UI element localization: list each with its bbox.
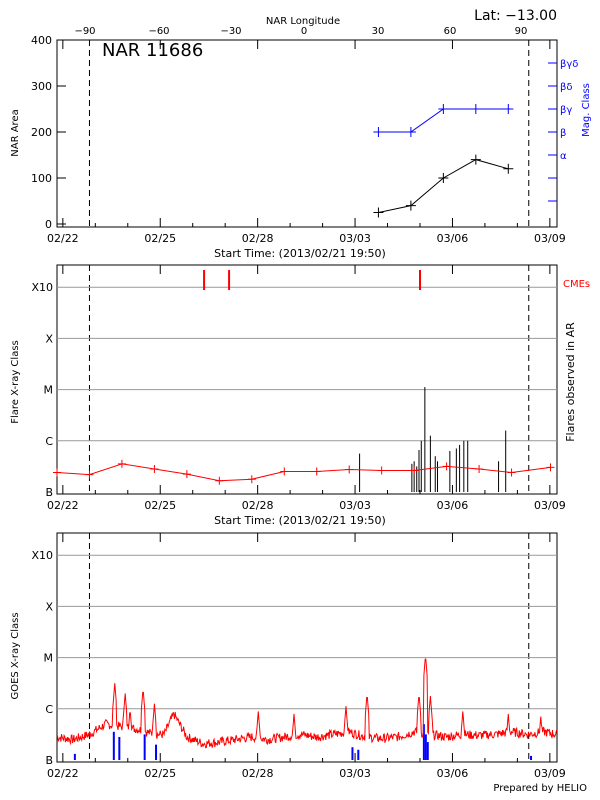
background-point (507, 468, 516, 477)
p3-xtick-label: 02/22 (47, 767, 79, 780)
region-label: NAR 11686 (102, 40, 203, 61)
p1-xtick-label: 02/22 (47, 232, 79, 245)
background-point (215, 476, 224, 485)
p2-class-label: B (45, 486, 53, 499)
p1-mag-class-label: βγδ (560, 59, 578, 70)
p2-xtick-label: 02/22 (47, 499, 79, 512)
lon-tick-labels: −90 −60 −30 0 30 60 90 (74, 26, 527, 37)
p2-xtick-label: 02/25 (144, 499, 176, 512)
background-point (345, 465, 354, 474)
panel3-ylabel: GOES X-ray Class (10, 612, 21, 699)
area-point (438, 173, 449, 183)
p3-xtick-label: 03/06 (437, 767, 469, 780)
goes-flux-panel: 02/22 02/25 02/28 03/03 03/06 03/09 B C M X X10 (31, 532, 566, 780)
background-point (85, 470, 94, 479)
background-point (546, 463, 555, 472)
p3-class-label: X10 (31, 549, 53, 562)
p2-frame (56, 264, 558, 495)
flare-class-panel: 02/22 02/25 02/28 03/03 03/06 03/09 B C M X X10 (31, 264, 566, 512)
panel1-ylabel: NAR Area (10, 109, 21, 156)
p1-xtick-label: 03/06 (437, 232, 469, 245)
area-point (405, 200, 416, 211)
background-point (475, 464, 484, 473)
p1-xtick-label: 02/25 (144, 232, 176, 245)
background-point (247, 475, 256, 484)
p3-class-label: X (45, 600, 53, 613)
background-point (312, 467, 321, 476)
lat-label: Lat: −13.00 (474, 8, 557, 24)
nar-area-panel: 02/22 02/25 02/28 03/03 03/06 03/09 0 100 200 300… (31, 34, 578, 245)
mag-class-point (503, 104, 514, 114)
p1-mag-class-label: α (560, 151, 567, 162)
panel1-y2label: Mag. Class (581, 83, 592, 137)
p2-xtick-label: 02/28 (242, 499, 274, 512)
p3-xtick-label: 03/09 (534, 767, 566, 780)
lon-tick-label: 0 (301, 26, 307, 37)
p1-mag-class-label: βδ (560, 82, 573, 93)
p2-class-label: X10 (31, 281, 53, 294)
lon-tick-label: 60 (444, 26, 457, 37)
p3-class-label: C (45, 703, 53, 716)
lon-tick-label: 90 (515, 26, 528, 37)
p3-class-label: B (45, 754, 53, 767)
p1-mag-class-label: βγ (560, 105, 572, 116)
p1-ytick-label: 0 (45, 218, 52, 231)
p1-mag-class-label: β (560, 128, 566, 139)
area-point (503, 163, 514, 174)
p1-ytick-label: 400 (31, 34, 52, 47)
cmes-label: CMEs (563, 279, 590, 290)
mag-class-point (438, 104, 449, 114)
p1-xtick-label: 03/09 (534, 232, 566, 245)
panel2-start-time: Start Time: (2013/02/21 19:50) (214, 514, 386, 527)
p3-class-label: M (44, 652, 54, 665)
p2-xtick-label: 03/06 (437, 499, 469, 512)
background-point (182, 470, 191, 479)
goes-flux-curve (56, 658, 558, 749)
p2-class-label: X (45, 332, 53, 345)
area-series-line (378, 159, 509, 213)
p2-class-label: M (44, 384, 54, 397)
p3-frame (56, 532, 558, 763)
mag-class-point (373, 127, 384, 137)
p1-xtick-label: 02/28 (242, 232, 274, 245)
p3-xtick-label: 02/28 (242, 767, 274, 780)
p2-xtick-label: 03/03 (339, 499, 371, 512)
p2-class-label: C (45, 435, 53, 448)
lon-tick-label: −90 (74, 26, 95, 37)
lon-tick-label: −30 (220, 26, 241, 37)
background-point (442, 462, 451, 471)
panel1-start-time: Start Time: (2013/02/21 19:50) (214, 247, 386, 260)
mag-class-point (405, 127, 416, 137)
p1-frame (56, 39, 558, 228)
background-point (280, 467, 289, 476)
p3-xtick-label: 02/25 (144, 767, 176, 780)
p1-ytick-label: 100 (31, 172, 52, 185)
lon-tick-label: 30 (372, 26, 385, 37)
lon-axis-title: NAR Longitude (266, 16, 340, 27)
mag-class-point (470, 104, 481, 114)
background-point (377, 466, 386, 475)
background-point (53, 468, 61, 477)
p1-ytick-label: 200 (31, 126, 52, 139)
p2-xtick-label: 03/09 (534, 499, 566, 512)
lon-tick-label: −60 (148, 26, 169, 37)
background-point (117, 459, 126, 468)
p3-xtick-label: 03/03 (339, 767, 371, 780)
area-point (373, 207, 384, 218)
panel2-y2label: Flares observed in AR (564, 322, 577, 442)
footer-credit: Prepared by HELIO (493, 783, 587, 794)
p1-ytick-label: 300 (31, 80, 52, 93)
panel2-ylabel: Flare X-ray Class (10, 340, 21, 424)
background-point (150, 464, 159, 473)
background-point (410, 466, 419, 475)
area-point (470, 154, 481, 165)
background-series-line (56, 463, 551, 482)
p1-xtick-label: 03/03 (339, 232, 371, 245)
